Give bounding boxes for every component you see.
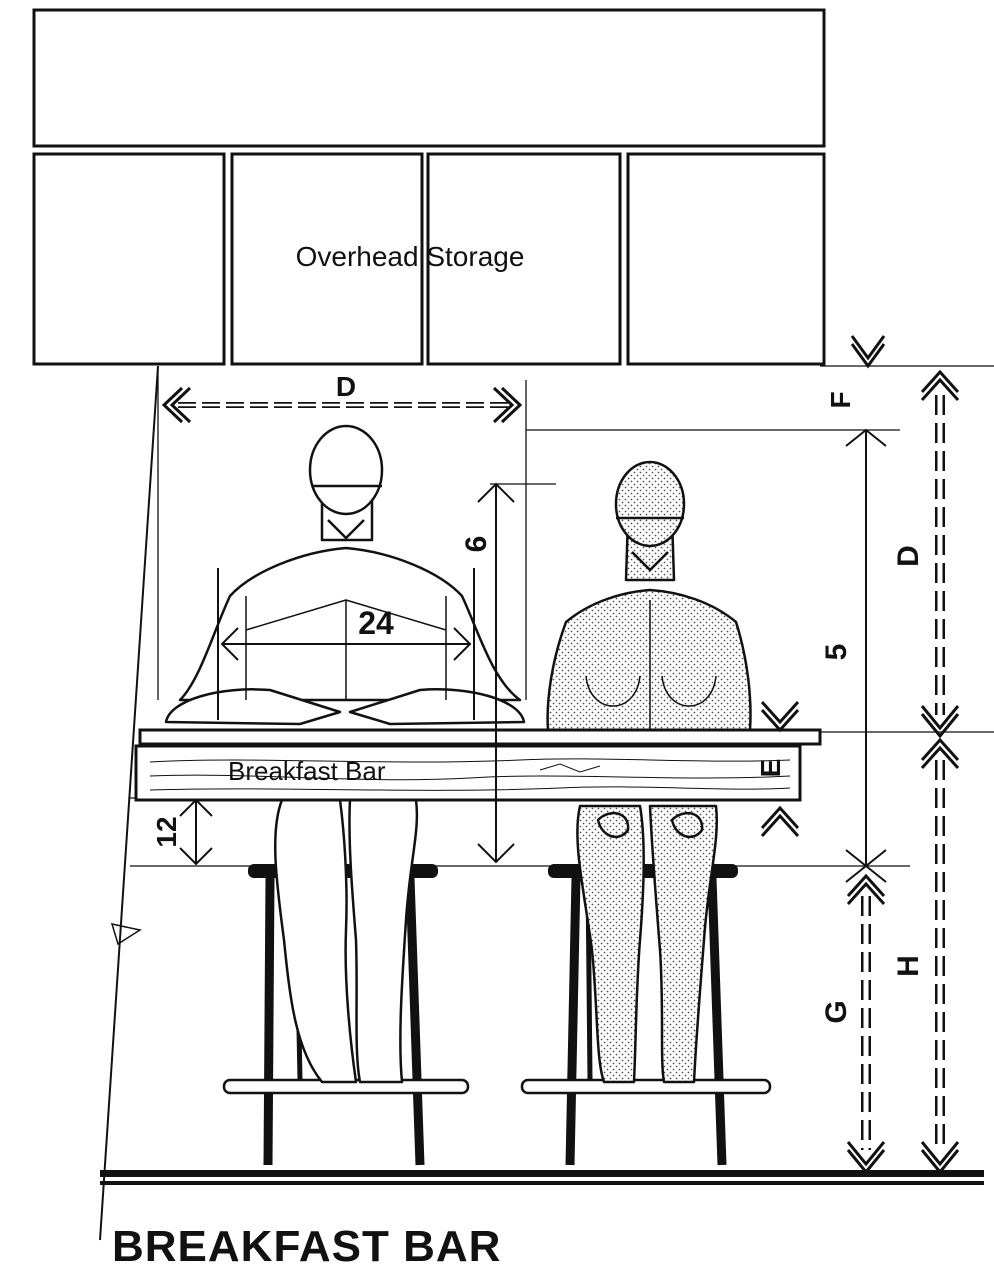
- dim-counter-thickness: [760, 700, 800, 838]
- cabinet-door-3: [426, 152, 622, 366]
- dim-shoulder-width-label: 24: [358, 605, 394, 641]
- breakfast-bar-label: Breakfast Bar: [228, 756, 386, 786]
- dim-right-upper: [920, 369, 960, 739]
- dim-top-width-label: D: [336, 371, 356, 402]
- dim-counter-height: [920, 737, 960, 1175]
- cabinet-door-2: [230, 152, 424, 366]
- dim-counter-thickness-label: E: [755, 759, 786, 778]
- breakfast-bar-counter: [134, 728, 822, 802]
- dim-stool-height-label: G: [820, 1000, 853, 1023]
- dim-seated-height-label: 5: [820, 644, 853, 661]
- seated-figure-left: [164, 424, 526, 1084]
- stool-right: [520, 864, 772, 1166]
- overhead-storage: [32, 8, 826, 366]
- dim-head-height: [477, 482, 515, 864]
- cabinet-door-4: [626, 152, 826, 366]
- dim-clearance-top-label: F: [825, 391, 856, 408]
- overhead-storage-label: Overhead Storage: [296, 241, 525, 272]
- dim-stool-height: [846, 873, 886, 1175]
- dim-right-upper-label: D: [892, 545, 925, 567]
- dim-knee-clearance: [179, 798, 213, 866]
- dim-clearance-top: [850, 335, 886, 369]
- seated-figure-right: [546, 460, 752, 1084]
- dim-counter-height-label: H: [892, 955, 925, 977]
- diagram-title: BREAKFAST BAR: [112, 1222, 502, 1271]
- cabinet-top-panel: [32, 8, 826, 148]
- dim-top-width: [161, 386, 523, 424]
- dim-knee-clearance-label: 12: [151, 816, 182, 847]
- dim-head-height-label: 6: [460, 536, 493, 553]
- floor: [100, 1170, 984, 1185]
- wall-line: [99, 365, 159, 1241]
- wood-grain: [149, 758, 791, 791]
- dim-seated-height: [845, 428, 887, 883]
- dim-shoulder-width: [217, 568, 475, 720]
- cabinet-door-1: [32, 152, 226, 366]
